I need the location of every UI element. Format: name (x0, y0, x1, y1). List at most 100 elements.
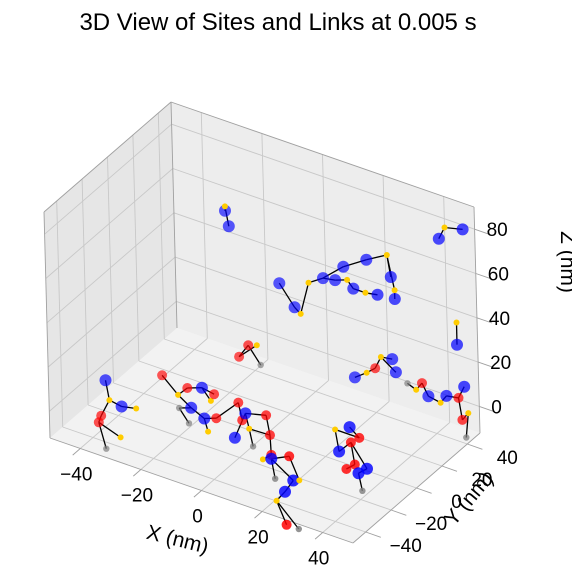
x-tick-mark (133, 469, 142, 477)
y-tick-label: −40 (390, 536, 422, 557)
y-tick-label: 0 (451, 492, 462, 513)
site-point-yellow (221, 203, 228, 210)
grid-line-x (200, 112, 208, 339)
site-point-yellow (413, 386, 420, 393)
site-point-gray (185, 420, 193, 427)
link-segment (300, 282, 310, 315)
y-tick-label: 20 (471, 470, 492, 491)
site-point-yellow (133, 405, 140, 412)
site-point-red (261, 410, 272, 421)
axis-edge (170, 101, 178, 329)
y-tick-mark (467, 443, 483, 450)
site-point-gray (257, 361, 264, 369)
site-point-yellow (106, 397, 113, 404)
site-point-blue (384, 271, 397, 283)
site-point-yellow (391, 287, 398, 294)
x-tick-mark (254, 511, 263, 519)
z-tick-label: 80 (487, 220, 508, 241)
site-point-yellow (259, 456, 266, 463)
sites-layer (93, 203, 472, 533)
site-point-yellow (383, 252, 390, 258)
site-point-blue (99, 374, 112, 387)
x-tick-mark (314, 532, 323, 540)
site-point-blue (198, 412, 211, 425)
site-point-blue (333, 445, 346, 458)
y-tick-label: −20 (415, 514, 447, 535)
grid-line-z (172, 168, 476, 274)
site-point-red (284, 451, 295, 462)
z-tick-label: 60 (488, 265, 509, 286)
site-point-blue (115, 400, 128, 413)
z-tick-mark (474, 228, 490, 235)
site-point-blue (317, 272, 329, 285)
grid-line-z (49, 301, 177, 412)
site-point-blue (195, 381, 208, 394)
y-axis-label: Y (nm) (440, 467, 498, 530)
site-point-gray (272, 475, 279, 482)
site-point-yellow (273, 497, 280, 504)
grid-line-z (173, 212, 478, 319)
site-point-blue (265, 452, 278, 465)
grid-line-z (174, 256, 479, 363)
z-tick-label: 20 (490, 353, 511, 374)
site-point-blue (273, 277, 286, 290)
axis-edge (43, 101, 172, 213)
link-segment (276, 500, 300, 530)
site-point-red (93, 417, 104, 428)
site-point-blue (371, 288, 384, 301)
site-point-red (233, 397, 244, 408)
site-point-blue (388, 293, 401, 305)
site-point-red (417, 378, 427, 389)
grid-line-z (44, 123, 172, 235)
link-segment (465, 413, 469, 438)
site-point-gray (463, 434, 470, 441)
site-point-blue (456, 223, 469, 236)
site-point-blue (458, 380, 471, 393)
y-tick-mark (416, 487, 432, 494)
site-point-red (243, 340, 254, 351)
site-point-blue (279, 485, 291, 498)
z-tick-mark (479, 405, 495, 413)
site-point-red (211, 413, 222, 424)
grid-line-y (132, 134, 140, 362)
grid-line-z (47, 256, 176, 368)
grid-line-y (87, 404, 392, 511)
grid-line-y (56, 200, 64, 428)
site-point-blue (348, 371, 361, 384)
site-point-red (182, 383, 193, 393)
x-tick-label: 0 (192, 507, 203, 528)
site-point-blue (360, 253, 373, 266)
site-point-blue (288, 301, 301, 314)
site-point-yellow (117, 434, 124, 441)
site-point-red (157, 370, 168, 381)
z-tick-mark (475, 273, 492, 280)
grid-line-y (107, 156, 114, 384)
site-point-blue (347, 282, 360, 295)
site-point-red (209, 389, 220, 400)
grid-line-z (171, 123, 475, 230)
site-point-red (349, 459, 360, 470)
site-point-blue (386, 353, 399, 366)
axis-edge (473, 206, 481, 434)
x-tick-label: 20 (248, 528, 269, 549)
site-point-gray (404, 380, 411, 387)
y-tick-mark (365, 531, 381, 538)
x-tick-label: −40 (60, 465, 92, 486)
y-tick-label: 40 (497, 448, 518, 469)
site-point-yellow (205, 428, 212, 435)
site-point-yellow (377, 354, 384, 360)
y-tick-mark (390, 509, 407, 516)
grid-line-y (157, 112, 165, 340)
site-point-yellow (253, 342, 260, 349)
site-point-gray (295, 525, 302, 533)
grid-line-y (81, 178, 89, 406)
z-tick-label: 40 (489, 309, 510, 330)
site-point-yellow (246, 425, 253, 432)
site-point-blue (287, 474, 300, 487)
grid-line-z (46, 212, 175, 324)
site-point-gray (359, 487, 366, 494)
site-point-gray (103, 445, 110, 452)
z-tick-mark (477, 361, 494, 368)
